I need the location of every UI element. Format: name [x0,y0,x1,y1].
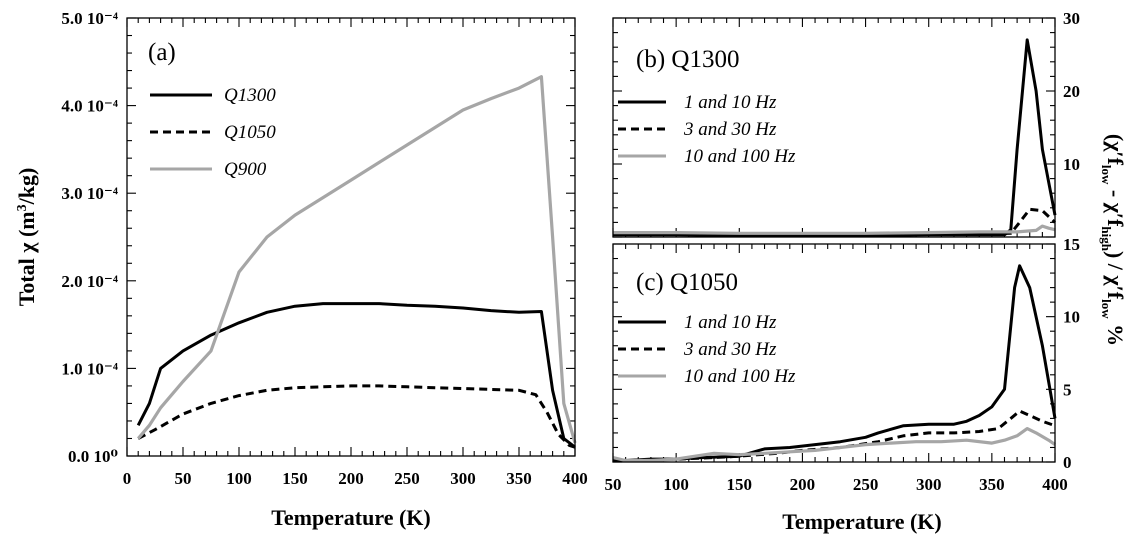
panel-c-x-tick-labels: 50 100 150 200 250 300 350 400 [605,475,1068,494]
right-title-sub-low-1: low [1099,165,1114,185]
right-title-part-1: (χ′f [1103,134,1128,166]
panel-a-x-tick-label: 0 [123,469,132,488]
panel-a-legend-label-1: Q1300 [224,85,276,106]
panel-a-y-tick-label: 1.0 10⁻⁴ [61,359,118,378]
panel-a-legend-label-3: Q900 [224,159,267,180]
panel-c-y-tick-label: 5 [1063,380,1072,399]
panel-a-y-tick-label: 0.0 10⁰ [68,447,118,466]
panel-a-y-axis-title: Total χ (m3/kg) [14,168,39,307]
panel-a-y-tick-labels: 0.0 10⁰ 1.0 10⁻⁴ 2.0 10⁻⁴ 3.0 10⁻⁴ 4.0 10⁻⁴ 5… [61,9,118,466]
panel-a-series-line-1 [136,302,576,449]
panel-b-legend: 1 and 10 Hz 3 and 30 Hz 10 and 100 Hz [618,92,796,167]
panel-b-frame [612,17,1056,238]
panel-a-x-axis-title: Temperature (K) [271,505,430,530]
panel-c-x-tick-label: 100 [663,475,689,494]
panel-a-x-tick-label: 100 [226,469,252,488]
panel-a-x-tick-label: 300 [450,469,476,488]
panel-a-label: (a) [148,39,176,66]
panel-c-y-tick-label: 10 [1063,308,1080,327]
panel-c-legend-label-2: 3 and 30 Hz [683,339,777,360]
panel-a-y-tick-label: 4.0 10⁻⁴ [61,97,118,116]
panel-c-series [612,264,1057,463]
panel-a-series-line-3 [136,75,577,444]
panel-c-x-tick-label: 250 [853,475,879,494]
right-title-sub-low-2: low [1099,299,1114,319]
panel-b-legend-label-2: 3 and 30 Hz [683,119,777,140]
right-title-part-3: ) / χ′f [1103,251,1128,300]
panel-a: (a) Q1300 Q1050 Q900 0 50 100 150 200 250 300 350… [14,9,588,530]
panel-b: (b) Q1300 1 and 10 Hz 3 and 30 Hz 10 and 1… [612,9,1080,238]
panel-a-y-tick-label: 3.0 10⁻⁴ [61,184,118,203]
y-title-superscript: 3 [15,204,30,211]
panel-a-x-tick-label: 150 [282,469,308,488]
panel-a-series [136,75,577,449]
panel-b-y-tick-label: 30 [1063,9,1080,28]
panel-a-series-line-2 [137,384,576,449]
panel-a-frame [126,17,576,457]
y-title-part-1: Total χ (m [14,211,39,306]
panel-c-x-tick-label: 150 [727,475,753,494]
panel-c-legend-label-3: 10 and 100 Hz [684,366,796,387]
right-title-part-4: % [1103,319,1128,347]
panel-c-label: (c) Q1050 [636,269,738,296]
panel-a-x-tick-label: 400 [562,469,588,488]
panel-c-x-axis-title: Temperature (K) [782,509,941,534]
panel-a-x-tick-label: 350 [506,469,532,488]
panel-b-series-line-2 [613,207,1057,237]
panel-c-y-tick-label: 0 [1063,453,1072,472]
panel-c-series-line-2 [613,409,1056,462]
panel-a-legend: Q1300 Q1050 Q900 [150,85,276,180]
panel-a-x-tick-label: 250 [394,469,420,488]
panel-c-y-tick-labels: 0 5 10 15 [1063,235,1080,472]
right-title-part-2: - χ′f [1103,184,1128,227]
panel-b-y-tick-labels: 10 20 30 [1063,9,1080,174]
panel-b-y-tick-label: 20 [1063,82,1080,101]
panel-c-x-tick-label: 300 [916,475,942,494]
panel-b-series [613,38,1057,237]
panel-b-label: (b) Q1300 [636,46,739,73]
panel-b-series-line-3 [613,224,1056,235]
panel-c-frame [612,243,1056,463]
y-title-part-2: /kg) [14,168,39,206]
panel-a-x-tick-labels: 0 50 100 150 200 250 300 350 400 [123,469,588,488]
panel-b-y-tick-label: 10 [1063,155,1080,174]
panel-a-x-tick-label: 200 [338,469,364,488]
panel-b-legend-label-1: 1 and 10 Hz [684,92,777,113]
panel-c-x-tick-label: 400 [1042,475,1068,494]
panel-c-x-tick-label: 200 [790,475,816,494]
right-y-axis-title: (χ′flow - χ′fhigh) / χ′flow % [1099,134,1128,346]
panel-c-y-tick-label: 15 [1063,235,1080,254]
panel-c: (c) Q1050 1 and 10 Hz 3 and 30 Hz 10 and 1… [605,235,1081,534]
panel-c-x-tick-label: 50 [605,475,622,494]
panel-a-legend-label-2: Q1050 [224,122,276,143]
panel-b-legend-label-3: 10 and 100 Hz [684,146,796,167]
panel-c-series-line-3 [612,427,1056,463]
panel-a-y-tick-label: 2.0 10⁻⁴ [61,272,118,291]
panel-a-y-tick-label: 5.0 10⁻⁴ [61,9,118,28]
panel-a-x-tick-label: 50 [175,469,192,488]
panel-c-legend: 1 and 10 Hz 3 and 30 Hz 10 and 100 Hz [618,312,796,387]
right-title-sub-high: high [1099,226,1114,251]
panel-c-legend-label-1: 1 and 10 Hz [684,312,777,333]
panel-c-x-tick-label: 350 [979,475,1005,494]
